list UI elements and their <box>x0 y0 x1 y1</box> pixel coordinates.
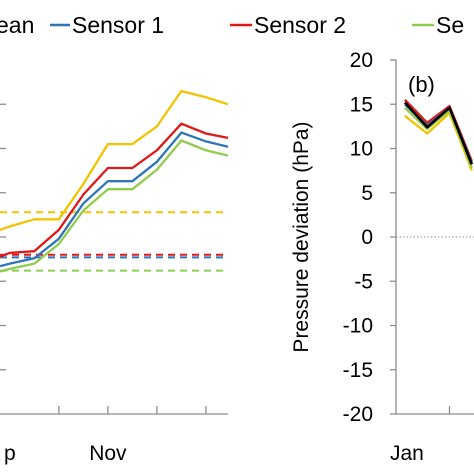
panel-b-label: (b) <box>408 72 435 97</box>
panel-a-x-tick-label-1: Nov <box>89 442 127 465</box>
panel-b-y-tick-label-5: -5 <box>354 270 373 293</box>
panel-b-y-axis-title: Pressure deviation (hPa) <box>290 121 313 352</box>
legend-label-sensor-3: Se <box>436 12 464 38</box>
panel-b-y-tick-label-0: 20 <box>350 49 373 72</box>
panel-a-series-line-s2 <box>0 122 229 258</box>
panel-a-y-tick-marks <box>0 103 6 371</box>
panel-b-y-tick-label-8: -20 <box>343 403 373 426</box>
panel-a-series-line-s3 <box>0 139 229 273</box>
legend: ean Sensor 1 Sensor 2 Se <box>0 12 464 38</box>
panel-a-reference-lines <box>0 211 228 272</box>
panel-b-series-line-obs <box>403 101 474 165</box>
panel-b-y-ticks: 20 15 10 5 0 -5 -10 -15 -20 <box>343 49 396 426</box>
panel-b-y-tick-label-3: 5 <box>361 182 373 205</box>
panel-a-series <box>0 89 229 273</box>
panel-b-series-line-s2 <box>404 98 473 162</box>
panel-b-y-tick-label-2: 10 <box>350 138 373 161</box>
panel-a-x-divisions <box>58 406 207 414</box>
panel-b-y-tick-label-1: 15 <box>350 93 373 116</box>
panel-b-x-tick-label-0: Jan <box>390 442 424 465</box>
panel-b-y-tick-label-4: 0 <box>361 226 373 249</box>
panel-b-x-tick-labels: Jan <box>390 442 424 465</box>
legend-label-sensor-1: Sensor 1 <box>72 12 164 38</box>
panel-b-series <box>403 98 474 172</box>
legend-label-sensor-2: Sensor 2 <box>254 12 346 38</box>
panel-a-x-tick-labels: p Nov <box>4 442 127 465</box>
panel-a: p Nov <box>0 89 229 465</box>
panel-a-x-tick-label-0: p <box>4 442 16 465</box>
panel-b-y-tick-label-6: -10 <box>343 315 373 338</box>
panel-a-series-line-mean <box>0 89 229 231</box>
panel-a-series-line-s1 <box>0 131 229 268</box>
legend-label-mean: ean <box>0 12 34 38</box>
panel-b-y-tick-label-7: -15 <box>343 359 373 382</box>
panel-b: Pressure deviation (hPa) 20 15 10 5 0 -5 -10 -1… <box>290 49 474 465</box>
